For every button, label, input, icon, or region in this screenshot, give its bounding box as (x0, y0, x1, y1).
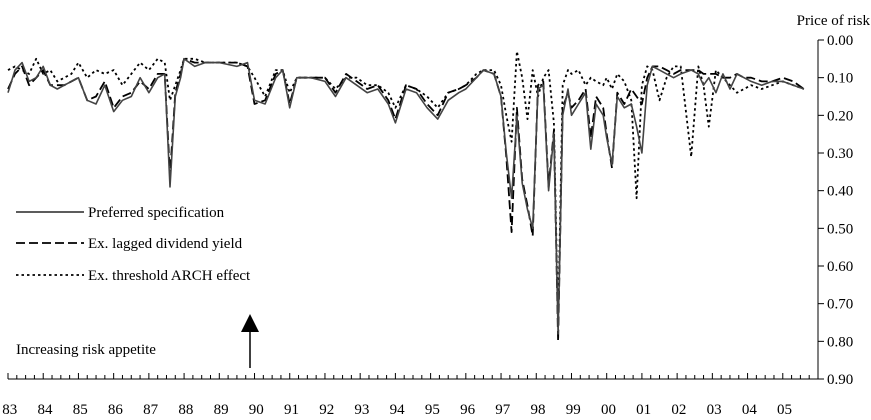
y-tick-label: 0.50 (827, 221, 853, 237)
x-ticks-group: 83 84 85 86 87 88 89 90 91 92 93 94 95 96 97 98 99 00 01 02… (2, 373, 819, 418)
y-tick-label: 0.40 (827, 184, 853, 200)
legend: Preferred specification Ex. lagged divide… (16, 205, 251, 284)
x-tick-label: 90 (249, 402, 264, 418)
y-tick-label: 0.70 (827, 297, 853, 313)
x-tick-label: 95 (425, 402, 440, 418)
x-tick-label: 85 (73, 402, 88, 418)
series-group (7, 50, 805, 343)
x-tick-label: 84 (37, 402, 53, 418)
legend-label: Ex. lagged dividend yield (88, 236, 243, 252)
x-tick-label: 87 (143, 402, 159, 418)
legend-label: Ex. threshold ARCH effect (88, 268, 251, 284)
x-tick-label: 93 (354, 402, 369, 418)
x-tick-label: 04 (742, 402, 758, 418)
x-tick-label: 92 (319, 402, 334, 418)
x-tick-label: 99 (566, 402, 581, 418)
y-tick-label: 0.30 (827, 146, 853, 162)
y-tick-label: 0.20 (827, 108, 853, 124)
y-tick-label: 0.60 (827, 259, 853, 275)
y-tick-label: 0.10 (827, 71, 853, 87)
x-tick-label: 02 (671, 402, 686, 418)
y-ticks-group: 0.00 0.10 0.20 0.30 0.40 0.50 0.60 0.70 0.80 0.90 (818, 33, 853, 388)
y-tick-label: 0.90 (827, 372, 853, 388)
x-tick-label: 94 (390, 402, 406, 418)
x-tick-label: 88 (178, 402, 193, 418)
x-tick-label: 91 (284, 402, 299, 418)
y-axis-title: Price of risk (797, 13, 871, 29)
legend-label: Preferred specification (88, 205, 225, 221)
series-line-dashed (7, 57, 805, 343)
series-line-dotted (7, 50, 805, 324)
x-tick-label: 98 (531, 402, 546, 418)
series-line-solid (7, 58, 805, 335)
x-tick-label: 01 (636, 402, 651, 418)
annotation-group: Increasing risk appetite (16, 314, 259, 368)
y-tick-label: 0.80 (827, 334, 853, 350)
x-tick-label: 05 (777, 402, 792, 418)
x-tick-label: 89 (214, 402, 229, 418)
risk-appetite-annotation: Increasing risk appetite (16, 342, 156, 358)
x-tick-label: 96 (460, 402, 476, 418)
x-tick-label: 97 (495, 402, 511, 418)
x-tick-label: 83 (2, 402, 17, 418)
arrowhead-icon (241, 314, 259, 332)
y-tick-label: 0.00 (827, 33, 853, 49)
x-tick-label: 00 (601, 402, 616, 418)
x-tick-label: 03 (707, 402, 722, 418)
x-tick-label: 86 (108, 402, 124, 418)
